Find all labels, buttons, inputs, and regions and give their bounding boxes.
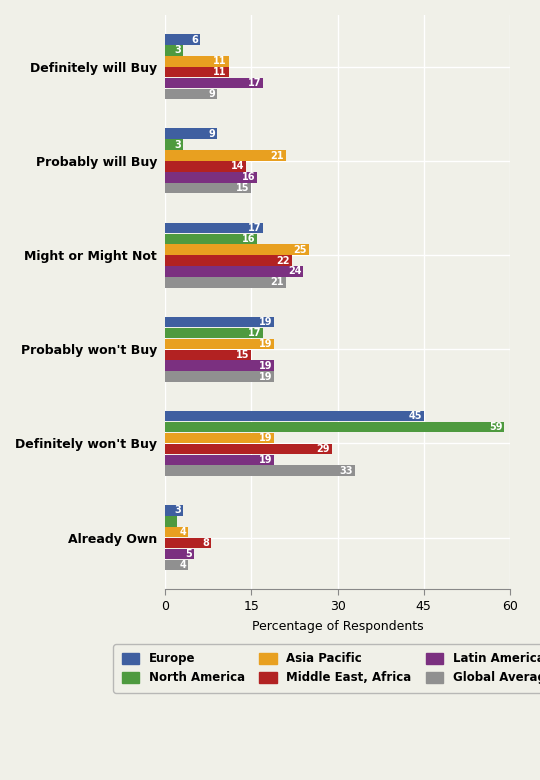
Text: 21: 21 [271,151,284,161]
Text: 17: 17 [248,223,261,233]
Bar [165,89,217,99]
Text: 19: 19 [259,317,273,327]
Bar [165,34,200,44]
Text: 21: 21 [271,278,284,287]
Bar [165,371,274,381]
Bar [165,559,188,570]
Bar [165,129,217,139]
Bar [165,56,228,66]
Text: 4: 4 [180,527,187,537]
Bar [165,244,309,255]
Bar [165,505,183,516]
Text: 45: 45 [409,411,422,421]
Bar [165,455,274,465]
Text: 17: 17 [248,78,261,88]
Bar [165,140,183,150]
Text: 16: 16 [242,172,255,183]
Bar [165,161,246,172]
Bar [165,266,303,277]
Bar [165,411,424,421]
Bar [165,360,274,370]
Bar [165,67,228,77]
Text: 11: 11 [213,56,227,66]
Bar [165,549,194,559]
Bar [165,328,263,339]
Text: 19: 19 [259,455,273,465]
Bar [165,466,355,476]
Bar [165,339,274,349]
Text: 3: 3 [174,505,181,516]
Text: 29: 29 [316,444,330,454]
Bar [165,444,332,454]
Text: 11: 11 [213,67,227,77]
Text: 22: 22 [276,256,290,265]
Bar [165,222,263,233]
Text: 33: 33 [340,466,353,476]
Text: 59: 59 [489,422,503,432]
Text: 17: 17 [248,328,261,338]
Legend: Europe, North America, Asia Pacific, Middle East, Africa, Latin America, Global : Europe, North America, Asia Pacific, Mid… [113,644,540,693]
Bar [165,78,263,88]
Bar [165,45,183,55]
Text: 9: 9 [208,129,215,139]
X-axis label: Percentage of Respondents: Percentage of Respondents [252,620,423,633]
Bar [165,172,257,183]
Bar [165,527,188,537]
Text: 15: 15 [237,183,250,193]
Bar [165,422,504,432]
Bar [165,516,177,526]
Text: 5: 5 [186,549,192,559]
Text: 4: 4 [180,560,187,570]
Bar [165,183,252,193]
Bar [165,349,252,360]
Text: 6: 6 [191,34,198,44]
Text: 14: 14 [231,161,244,172]
Bar [165,433,274,443]
Bar [165,317,274,328]
Text: 19: 19 [259,339,273,349]
Text: 24: 24 [288,267,301,276]
Text: 3: 3 [174,140,181,150]
Text: 19: 19 [259,371,273,381]
Bar [165,538,211,548]
Text: 19: 19 [259,433,273,443]
Text: 25: 25 [294,245,307,255]
Text: 15: 15 [237,349,250,360]
Text: 16: 16 [242,234,255,244]
Bar [165,233,257,244]
Bar [165,255,292,266]
Text: 9: 9 [208,89,215,99]
Text: 8: 8 [202,538,210,548]
Text: 19: 19 [259,360,273,370]
Text: 3: 3 [174,45,181,55]
Bar [165,151,286,161]
Bar [165,277,286,288]
